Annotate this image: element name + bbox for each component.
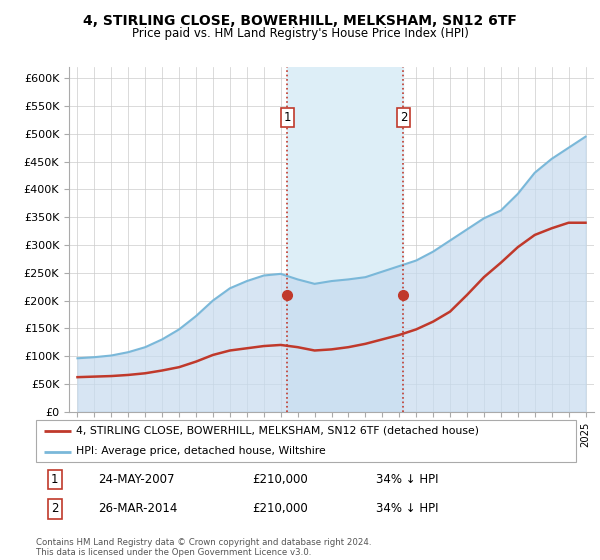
- Text: HPI: Average price, detached house, Wiltshire: HPI: Average price, detached house, Wilt…: [77, 446, 326, 456]
- Text: £210,000: £210,000: [252, 502, 308, 515]
- Bar: [287, 67, 403, 412]
- FancyBboxPatch shape: [36, 420, 576, 462]
- Text: Contains HM Land Registry data © Crown copyright and database right 2024.
This d: Contains HM Land Registry data © Crown c…: [36, 538, 371, 557]
- Text: 1: 1: [284, 111, 291, 124]
- Text: 2: 2: [400, 111, 407, 124]
- Text: 4, STIRLING CLOSE, BOWERHILL, MELKSHAM, SN12 6TF: 4, STIRLING CLOSE, BOWERHILL, MELKSHAM, …: [83, 14, 517, 28]
- Text: 24-MAY-2007: 24-MAY-2007: [98, 473, 175, 486]
- Text: Price paid vs. HM Land Registry's House Price Index (HPI): Price paid vs. HM Land Registry's House …: [131, 27, 469, 40]
- Text: 1: 1: [51, 473, 59, 486]
- Text: 2: 2: [51, 502, 59, 515]
- Text: 4, STIRLING CLOSE, BOWERHILL, MELKSHAM, SN12 6TF (detached house): 4, STIRLING CLOSE, BOWERHILL, MELKSHAM, …: [77, 426, 479, 436]
- Text: 34% ↓ HPI: 34% ↓ HPI: [376, 502, 439, 515]
- Text: 34% ↓ HPI: 34% ↓ HPI: [376, 473, 439, 486]
- Text: 26-MAR-2014: 26-MAR-2014: [98, 502, 178, 515]
- Text: £210,000: £210,000: [252, 473, 308, 486]
